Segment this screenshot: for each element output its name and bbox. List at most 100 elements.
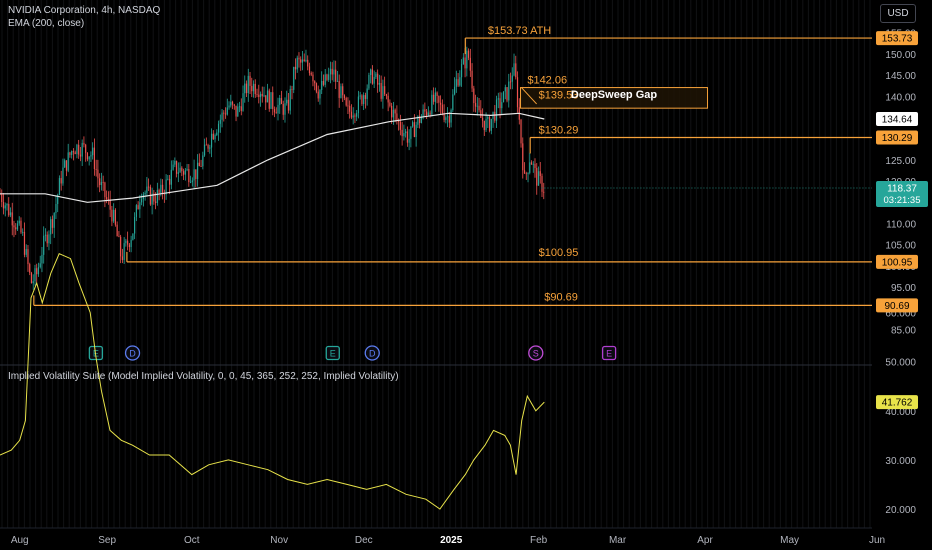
price-axis[interactable]: 155.00150.00145.00140.00135.00130.00125.… bbox=[872, 0, 932, 550]
candle-body bbox=[303, 59, 305, 62]
candle-body bbox=[160, 184, 162, 194]
candle-body bbox=[310, 73, 312, 75]
candle-body bbox=[256, 94, 258, 95]
chart-gridlines bbox=[1, 0, 871, 528]
iv-tick-label: 30.000 bbox=[885, 456, 916, 467]
candle-body bbox=[280, 98, 283, 105]
annotation-lvl130: $130.29 bbox=[539, 124, 579, 136]
event-marker-letter: S bbox=[533, 349, 539, 359]
candle-body bbox=[296, 57, 298, 70]
candle-body bbox=[268, 90, 270, 109]
candle-body bbox=[515, 63, 517, 78]
time-tick-label: Feb bbox=[530, 535, 548, 546]
candle-body bbox=[317, 91, 319, 99]
candle-body bbox=[494, 111, 496, 121]
event-split-icon bbox=[528, 345, 544, 361]
candle-body bbox=[373, 77, 375, 84]
candle-body bbox=[18, 220, 20, 224]
candle-body bbox=[539, 171, 541, 176]
candle-body bbox=[394, 109, 396, 114]
time-axis[interactable]: Aug Sep Oct Nov Dec 2025 Feb Mar Apr May Jun bbox=[0, 527, 885, 546]
time-tick-label: Dec bbox=[355, 535, 373, 546]
iv-tick-label: 20.000 bbox=[885, 505, 916, 516]
candle-body bbox=[467, 50, 470, 58]
candle-body bbox=[324, 74, 326, 85]
candle-body bbox=[469, 57, 471, 71]
candle-body bbox=[543, 191, 545, 193]
candle-body bbox=[67, 152, 69, 171]
candle-body bbox=[349, 105, 351, 112]
candle-body bbox=[114, 209, 116, 225]
candle-body bbox=[235, 105, 237, 117]
candle-body bbox=[272, 92, 274, 110]
candle-body bbox=[233, 104, 235, 106]
candle-body bbox=[322, 80, 325, 85]
candle-body bbox=[377, 73, 379, 85]
candle-body bbox=[452, 94, 454, 111]
price-tick-label: 110.00 bbox=[886, 220, 916, 231]
candle-body bbox=[118, 236, 120, 238]
candle-body bbox=[196, 162, 199, 179]
currency-button[interactable]: USD bbox=[880, 4, 916, 23]
deepsweep-gap-box[interactable] bbox=[520, 87, 709, 109]
candle-body bbox=[139, 202, 141, 210]
candle-body bbox=[51, 219, 54, 228]
candle-body bbox=[513, 63, 515, 76]
candle-body bbox=[242, 93, 244, 111]
ema-200-line bbox=[0, 112, 545, 203]
candle-body bbox=[335, 69, 337, 82]
candle-body bbox=[226, 107, 228, 115]
candle-body bbox=[357, 96, 360, 114]
level-91-badge bbox=[876, 298, 918, 313]
candle-body bbox=[420, 116, 422, 123]
candle-body bbox=[43, 235, 45, 255]
ema-indicator-label[interactable]: EMA (200, close) bbox=[8, 18, 85, 29]
candle-body bbox=[527, 172, 529, 174]
candle-body bbox=[109, 199, 111, 210]
candle-body bbox=[502, 91, 505, 103]
candle-body bbox=[245, 83, 248, 94]
candle-body bbox=[174, 160, 176, 165]
candle-body bbox=[165, 179, 167, 195]
iv-indicator-label[interactable]: Implied Volatility Suite (Model Implied … bbox=[8, 371, 399, 382]
candle-body bbox=[356, 113, 358, 117]
candle-body bbox=[132, 233, 134, 240]
candle-body bbox=[277, 104, 279, 114]
candle-body bbox=[16, 223, 19, 230]
level-130-badge bbox=[876, 130, 918, 145]
candle-body bbox=[100, 182, 103, 186]
countdown-text: 03:21:35 bbox=[884, 195, 921, 206]
candle-body bbox=[57, 194, 59, 204]
candle-body bbox=[217, 123, 220, 133]
event-marker-dividend: D bbox=[364, 345, 380, 361]
candle-body bbox=[459, 77, 461, 86]
candle-body bbox=[76, 144, 78, 155]
price-tick-label: 85.00 bbox=[891, 326, 916, 337]
candle-body bbox=[121, 256, 123, 260]
candle-body bbox=[177, 172, 179, 174]
candle-body bbox=[125, 240, 127, 244]
candle-body bbox=[501, 102, 503, 109]
candle-body bbox=[352, 115, 354, 118]
chart-title[interactable]: NVIDIA Corporation, 4h, NASDAQ bbox=[8, 5, 161, 16]
candle-body bbox=[135, 205, 137, 217]
candle-body bbox=[23, 231, 26, 255]
candle-body bbox=[340, 86, 342, 98]
candle-body bbox=[8, 203, 10, 216]
candle-body bbox=[366, 88, 368, 99]
candle-body bbox=[474, 103, 477, 107]
candle-body bbox=[312, 74, 314, 82]
candle-body bbox=[405, 131, 407, 133]
candle-body bbox=[364, 95, 367, 99]
candle-body bbox=[490, 118, 492, 131]
iv-tick-label: 40.000 bbox=[885, 407, 916, 418]
iv-current-badge bbox=[876, 395, 918, 410]
candle-body bbox=[104, 182, 106, 198]
candle-body bbox=[293, 66, 295, 90]
ema-badge bbox=[876, 112, 918, 127]
candle-body bbox=[146, 186, 148, 193]
candle-body bbox=[307, 59, 309, 67]
